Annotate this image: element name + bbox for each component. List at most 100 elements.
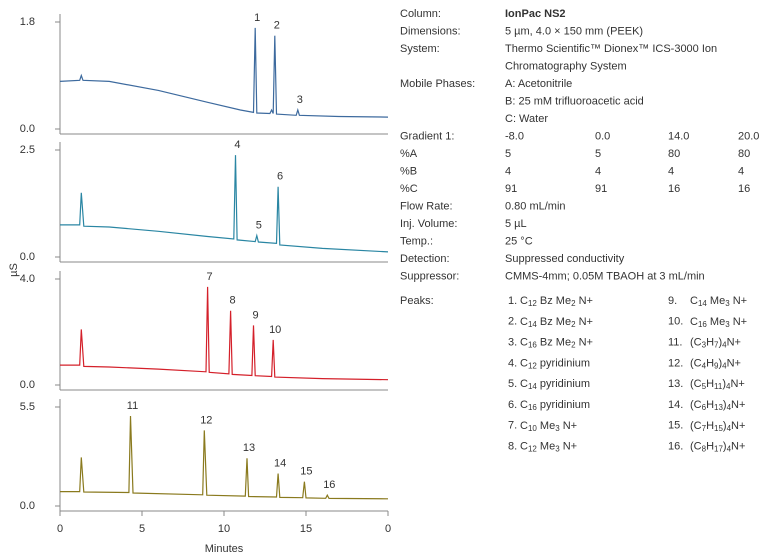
peak-name: (C8H17)4N+ xyxy=(690,441,745,454)
peak-number: 6. xyxy=(508,399,517,411)
peak-name-part: H xyxy=(706,378,714,390)
peak-name-part: N+ xyxy=(731,399,745,411)
gradient-label: %C xyxy=(400,183,418,195)
gradient-cell: 4 xyxy=(668,165,674,177)
gradient-label: %A xyxy=(400,148,418,160)
peak-name-part: ) xyxy=(718,357,722,369)
x-tick-label: 10 xyxy=(218,523,230,535)
gradient-cell: -8.0 xyxy=(505,130,524,142)
peak-name-part: H xyxy=(706,441,714,453)
peak-name: C12 Me3 N+ xyxy=(520,441,577,454)
peak-name: C14 pyridinium xyxy=(520,378,590,391)
peak-name: (C7H15)4N+ xyxy=(690,420,745,433)
peak-name: C16 pyridinium xyxy=(520,399,590,412)
gradient-cell: 4 xyxy=(595,165,601,177)
condition-value: B: 25 mM trifluoroacetic acid xyxy=(505,95,644,107)
condition-value: CMMS-4mm; 0.05M TBAOH at 3 mL/min xyxy=(505,270,705,282)
y-tick-label: 0.0 xyxy=(20,500,35,512)
peak-name-part: N+ xyxy=(730,316,747,328)
peak-label: 16 xyxy=(323,479,335,491)
peak-name-part: N+ xyxy=(576,295,593,307)
condition-label: Suppressor: xyxy=(400,270,459,282)
peak-name-part: (C xyxy=(690,357,702,369)
peak-number: 5. xyxy=(508,378,517,390)
peak-name: (C6H13)4N+ xyxy=(690,399,745,412)
chromatogram-line xyxy=(60,286,389,381)
peak-number: 1. xyxy=(508,295,517,307)
gradient-cell: 0.0 xyxy=(595,130,610,142)
gradient-cell: 80 xyxy=(738,148,750,160)
peak-name: C10 Me3 N+ xyxy=(520,420,577,433)
subscript: 2 xyxy=(571,341,576,350)
chromatogram-line xyxy=(60,415,389,500)
subscript: 12 xyxy=(528,299,537,308)
condition-value: Suppressed conductivity xyxy=(505,253,625,265)
peak-name-part: C xyxy=(520,357,528,369)
subscript: 4 xyxy=(727,424,732,433)
subscript: 3 xyxy=(702,341,707,350)
peak-name: C16 Me3 N+ xyxy=(690,316,747,329)
peak-label: 10 xyxy=(269,324,281,336)
condition-value: 25 °C xyxy=(505,235,533,247)
condition-value: Chromatography System xyxy=(505,60,627,72)
peak-label: 8 xyxy=(229,295,235,307)
gradient-cell: 16 xyxy=(738,183,750,195)
peak-name: C12 pyridinium xyxy=(520,357,590,370)
peak-name-part: C xyxy=(690,295,698,307)
condition-label: Detection: xyxy=(400,253,450,265)
peak-name-part: N+ xyxy=(731,420,745,432)
condition-label: Temp.: xyxy=(400,235,433,247)
peak-name-part: N+ xyxy=(576,316,593,328)
peak-name-part: N+ xyxy=(727,357,741,369)
subscript: 14 xyxy=(528,382,537,391)
subscript: 4 xyxy=(727,403,732,412)
peak-label: 1 xyxy=(254,12,260,24)
peak-number: 12. xyxy=(668,357,683,369)
subscript: 5 xyxy=(702,382,707,391)
condition-label: System: xyxy=(400,43,440,55)
chromatogram-line xyxy=(60,155,389,253)
peak-name-part: Me xyxy=(707,316,725,328)
condition-label: Column: xyxy=(400,8,441,20)
peak-name-part: C xyxy=(520,420,528,432)
gradient-label: %B xyxy=(400,165,417,177)
peak-number: 3. xyxy=(508,337,517,349)
peak-name: (C4H9)4N+ xyxy=(690,357,741,370)
peak-number: 2. xyxy=(508,316,517,328)
peak-name-part: (C xyxy=(690,420,702,432)
peak-name-part: Bz Me xyxy=(537,316,571,328)
peak-name: (C5H11)4N+ xyxy=(690,378,745,391)
peak-name-part: (C xyxy=(690,441,702,453)
y-tick-label: 0.0 xyxy=(20,123,35,135)
peak-label: 2 xyxy=(274,20,280,32)
peak-label: 14 xyxy=(274,458,286,470)
peak-name-part: pyridinium xyxy=(537,399,590,411)
peak-number: 11. xyxy=(668,337,682,349)
subscript: 6 xyxy=(702,403,707,412)
condition-value: Thermo Scientific™ Dionex™ ICS-3000 Ion xyxy=(505,43,717,55)
subscript: 7 xyxy=(714,341,719,350)
peak-label: 12 xyxy=(200,414,212,426)
peak-name-part: C xyxy=(520,399,528,411)
peak-name-part: Me xyxy=(537,420,555,432)
subscript: 4 xyxy=(726,382,731,391)
peak-name-part: Bz Me xyxy=(537,337,571,349)
y-axis-label: µS xyxy=(8,263,20,277)
peak-number: 8. xyxy=(508,441,517,453)
peak-name-part: pyridinium xyxy=(537,378,590,390)
condition-value: IonPac NS2 xyxy=(505,8,566,20)
peak-name-part: ) xyxy=(722,378,726,390)
peak-name-part: N+ xyxy=(727,337,741,349)
subscript: 12 xyxy=(528,362,537,371)
peak-label: 4 xyxy=(234,139,240,151)
peak-name: C14 Bz Me2 N+ xyxy=(520,316,593,329)
peak-name-part: ) xyxy=(718,337,722,349)
peak-name-part: C xyxy=(520,441,528,453)
peak-name-part: N+ xyxy=(560,420,577,432)
subscript: 16 xyxy=(698,320,707,329)
subscript: 13 xyxy=(714,403,723,412)
subscript: 4 xyxy=(722,341,727,350)
condition-label: Dimensions: xyxy=(400,25,461,37)
peak-label: 7 xyxy=(207,271,213,283)
